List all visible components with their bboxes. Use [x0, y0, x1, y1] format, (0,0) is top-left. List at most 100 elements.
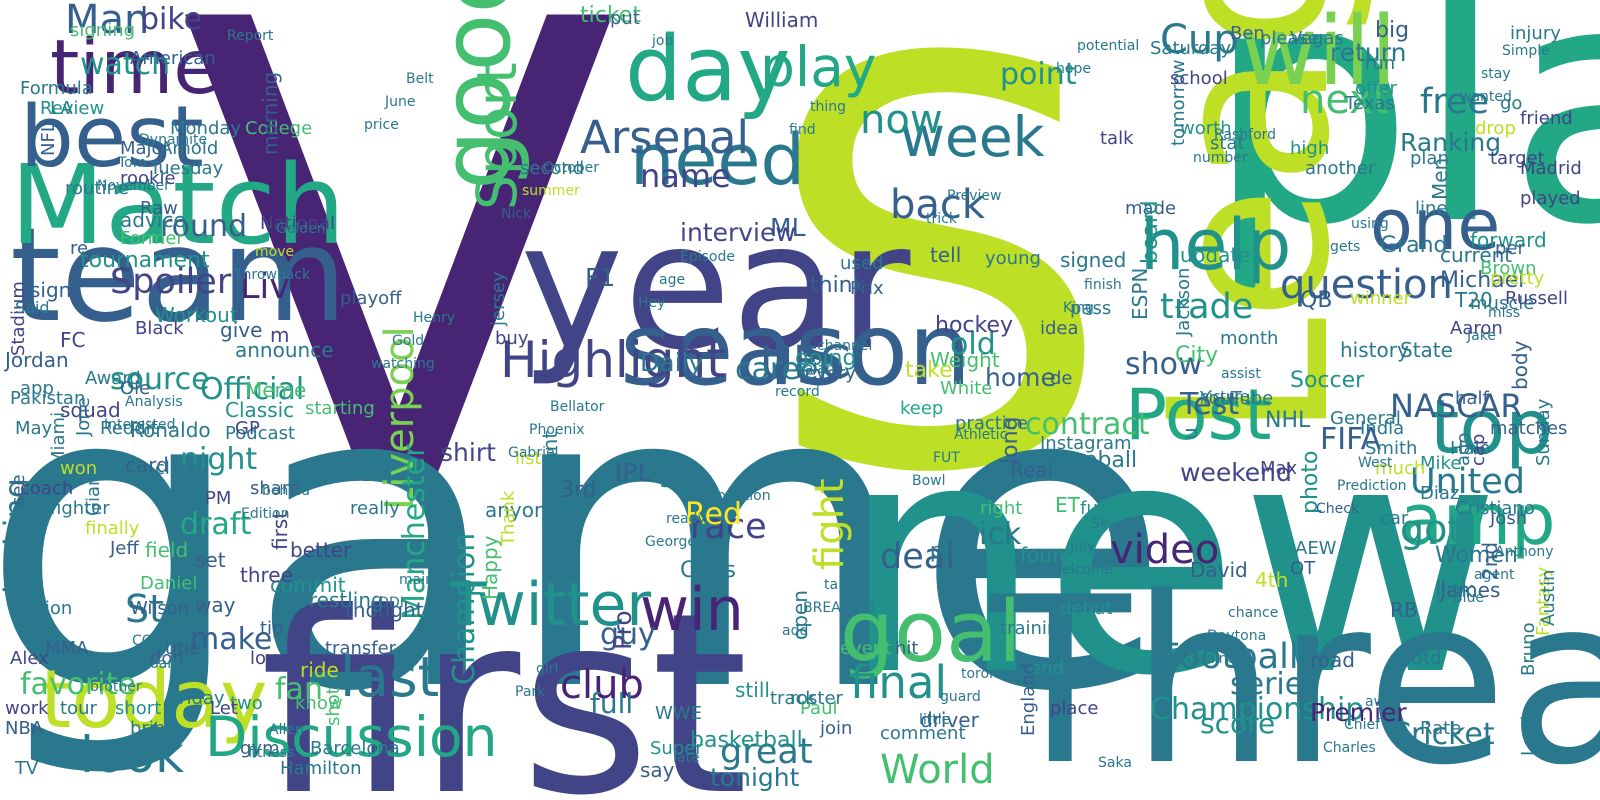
- word-will: will: [1240, 0, 1397, 107]
- word-play: play: [760, 35, 877, 99]
- word-matches: matches: [1490, 418, 1568, 439]
- word-former: Former: [120, 228, 184, 249]
- word-t20: T20: [1455, 288, 1493, 312]
- word-win: win: [640, 575, 744, 645]
- word-prediction: Prediction: [1337, 478, 1407, 494]
- word-going: going: [795, 346, 857, 371]
- word-used: used: [840, 253, 884, 274]
- word-great: great: [720, 732, 813, 772]
- word-fut: FUT: [933, 450, 960, 466]
- word-trade: trade: [1160, 287, 1254, 327]
- word-paul: Paul: [800, 698, 838, 719]
- word-championship: Championship: [1150, 692, 1365, 727]
- word-picture: picture: [1200, 389, 1249, 405]
- word-fan: fan: [275, 672, 323, 707]
- word-covid: COVID: [132, 633, 178, 649]
- word-espn: ESPN: [1128, 267, 1152, 320]
- word-thread: Thread: [990, 549, 1600, 800]
- word-playoff: playoff: [340, 288, 402, 309]
- word-saturday: Saturday: [1150, 38, 1232, 59]
- word-tell: tell: [930, 243, 962, 267]
- word-game: game: [0, 295, 1172, 784]
- word-red: Red: [685, 497, 742, 532]
- word-edition: Edition: [241, 506, 290, 522]
- word-u: u: [1178, 427, 1202, 440]
- word-app: app: [20, 378, 54, 399]
- word-pretty: pretty: [1490, 268, 1545, 289]
- word-gym: gym: [240, 738, 280, 759]
- word-hope: hope: [1056, 61, 1091, 77]
- word-number: number: [1193, 150, 1248, 166]
- word-using: using: [1351, 216, 1389, 232]
- word-little: little: [919, 712, 951, 728]
- word-rookie: rookie: [120, 168, 176, 189]
- word-ride: ride: [300, 658, 339, 682]
- word-world: World: [880, 747, 995, 793]
- word-put: put: [610, 8, 640, 29]
- word-chief: Chief: [1344, 717, 1381, 733]
- word-part: part: [930, 538, 972, 562]
- word-hamilton: Hamilton: [280, 758, 362, 779]
- word-main: main: [399, 572, 434, 588]
- word-madrid: Madrid: [1520, 158, 1582, 179]
- word-hit: hit: [895, 638, 919, 659]
- word-round: round: [160, 209, 248, 244]
- word-alex: Alex: [10, 648, 49, 669]
- word-list: list: [515, 448, 542, 469]
- word-season: season: [620, 291, 972, 408]
- word-field: field: [145, 538, 189, 562]
- word-sign: sign: [30, 278, 72, 302]
- word-smith: Smith: [1365, 438, 1418, 459]
- word-workout: Workout: [155, 303, 238, 327]
- word-brother: brother: [90, 679, 142, 695]
- word-player: player: [1205, 0, 1600, 297]
- word-stadium: Stadium: [8, 281, 29, 356]
- word-arsenal: Arsenal: [580, 111, 750, 164]
- word-ot: OT: [1290, 558, 1316, 579]
- word-monday: Monday: [170, 118, 242, 139]
- word-guard: guard: [940, 689, 981, 705]
- word-team: team: [10, 199, 348, 351]
- word-don: don: [150, 648, 184, 669]
- word-guy: guy: [600, 617, 656, 652]
- word-future: future: [1080, 498, 1135, 519]
- word-vegas: Vegas: [1290, 28, 1344, 49]
- word-second: second: [520, 158, 585, 179]
- word-roster: roster: [790, 688, 843, 709]
- word-signed: signed: [1060, 248, 1127, 272]
- word-daniel: Daniel: [140, 573, 198, 594]
- word-salah: Salah: [796, 361, 835, 377]
- word-spoiler: Spoiler: [110, 262, 232, 302]
- word-aaron: Aaron: [1450, 318, 1503, 339]
- word-played: played: [1520, 188, 1581, 209]
- word-favorite: favorite: [20, 667, 136, 702]
- word-age: age: [659, 272, 686, 288]
- word-best: best: [20, 88, 204, 187]
- word-texas: Texas: [1345, 93, 1395, 114]
- word-wrestling: Wrestling: [290, 588, 384, 612]
- word-top: top: [1430, 383, 1553, 471]
- word-know: know: [295, 693, 343, 714]
- word-formula: Formula: [20, 78, 93, 99]
- word-miss: miss: [1488, 305, 1521, 321]
- word-baseball: baseball: [1045, 448, 1138, 473]
- word-end: end: [1030, 658, 1064, 679]
- word-morning: morning: [258, 71, 282, 155]
- word-fight: fight: [807, 478, 853, 570]
- word-welcome: Welcome: [1049, 562, 1114, 578]
- word-michael: Michael: [1440, 268, 1525, 293]
- word-starting: starting: [305, 398, 375, 419]
- word-channel: channel: [817, 338, 873, 354]
- word-right: right: [980, 498, 1023, 519]
- word-talk: talk: [1100, 128, 1134, 149]
- word-anthony: Anthony: [1495, 544, 1554, 560]
- word-athletic: Athletic: [954, 427, 1008, 443]
- word-west: West: [1358, 455, 1393, 471]
- word-happy: Happy: [478, 535, 502, 600]
- word-tournament: tournament: [80, 248, 210, 273]
- word-question: question: [1280, 262, 1453, 308]
- word-toronto: toronto: [961, 666, 1012, 682]
- word-look: look: [80, 726, 185, 784]
- word-job: job: [652, 33, 674, 49]
- word-major: Major: [120, 138, 170, 159]
